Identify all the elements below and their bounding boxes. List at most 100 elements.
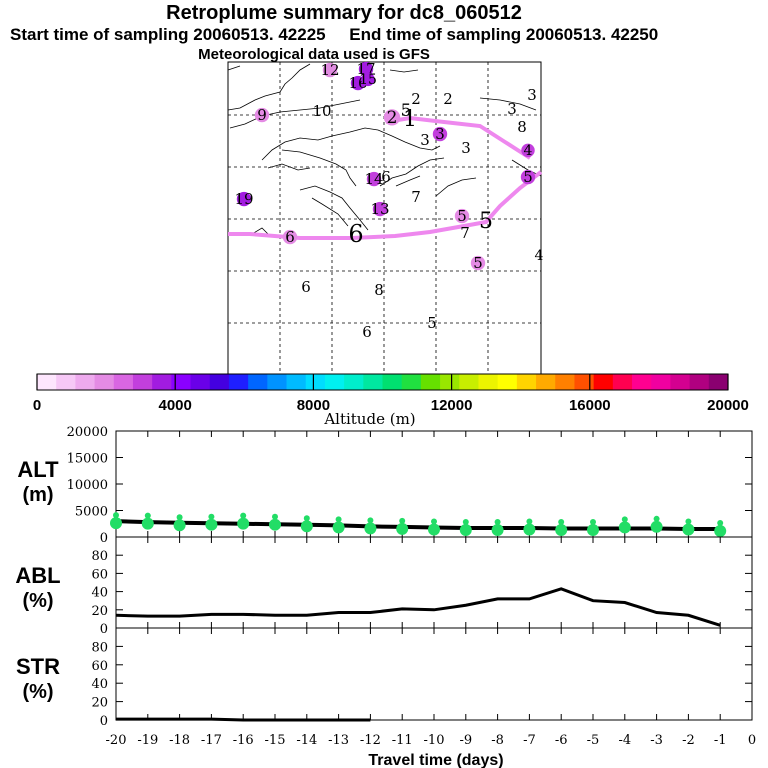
colorbar-cell — [190, 374, 211, 390]
altitude-point — [587, 523, 599, 536]
map-marker — [372, 201, 388, 217]
colorbar-cell — [324, 374, 345, 390]
map-label: 6 — [381, 168, 391, 186]
series-line-str — [116, 717, 371, 722]
map-label: 5 — [457, 207, 467, 225]
colorbar-cell — [305, 374, 326, 390]
y-tick-label: 60 — [91, 567, 108, 582]
panel-ylabel: ABL — [15, 563, 60, 588]
map-label: 15 — [359, 72, 377, 88]
colorbar-tick-label: 16000 — [569, 397, 611, 414]
x-tick-label: -14 — [296, 733, 317, 748]
x-tick-label: -8 — [491, 733, 504, 748]
colorbar-cell — [171, 374, 192, 390]
map-label: 5 — [401, 101, 412, 121]
map-marker — [361, 72, 375, 87]
map-label: 3 — [435, 125, 445, 143]
x-tick-label: -12 — [360, 733, 381, 748]
altitude-point — [110, 517, 122, 530]
altitude-point — [208, 513, 215, 520]
panel-ylabel-unit: (%) — [22, 681, 53, 703]
altitude-point — [685, 518, 692, 525]
y-tick-label: 15000 — [67, 452, 108, 467]
map-label: 10 — [312, 102, 331, 120]
map-label: 2 — [411, 90, 421, 108]
altitude-point — [555, 523, 568, 536]
colorbar-cell — [574, 374, 595, 390]
map-label: 2 — [387, 108, 398, 128]
altitude-point — [364, 522, 377, 535]
colorbar-cell — [267, 374, 288, 390]
altitude-point — [113, 512, 119, 519]
y-tick-label: 80 — [91, 549, 108, 564]
altitude-point — [269, 518, 281, 531]
x-tick-label: -10 — [424, 733, 445, 748]
altitude-point — [491, 523, 504, 536]
altitude-point — [272, 513, 278, 520]
colorbar-cell — [363, 374, 383, 390]
altitude-point — [173, 519, 186, 532]
colorbar-cell — [670, 374, 691, 390]
map-label: 19 — [234, 190, 253, 208]
altitude-point — [621, 516, 628, 523]
colorbar-cell — [286, 374, 307, 390]
altitude-point — [717, 520, 724, 527]
map-marker — [470, 255, 486, 271]
altitude-point — [367, 517, 374, 524]
panel-ylabel: STR — [16, 654, 60, 679]
map-label: 6 — [362, 323, 372, 341]
colorbar-cell — [651, 374, 671, 390]
x-tick-label: -7 — [523, 733, 536, 748]
colorbar-cell — [75, 374, 96, 390]
map-label: 7 — [460, 224, 470, 242]
altitude-point — [396, 522, 409, 535]
panel-alt: 0 5000 10000 15000 20000 ALT(m) — [17, 425, 753, 546]
altitude-point — [399, 517, 406, 524]
colorbar-cell — [459, 374, 479, 390]
altitude-point — [303, 515, 310, 522]
colorbar-cell — [344, 374, 364, 390]
map-label: 4 — [535, 248, 544, 264]
x-tick-label: -1 — [714, 733, 727, 748]
altitude-point — [332, 521, 345, 534]
map-label: 14 — [364, 170, 383, 188]
altitude-point — [558, 518, 565, 525]
x-tick-label: -15 — [265, 733, 286, 748]
map-label: 6 — [285, 228, 295, 246]
colorbar-cell — [632, 374, 652, 390]
map-marker — [254, 107, 270, 123]
y-tick-label: 5000 — [75, 505, 108, 520]
colorbar-cell — [56, 374, 76, 390]
colorbar-cell — [689, 374, 710, 390]
colorbar: 0 4000 8000 12000 16000 20000 Altitude (m) — [33, 373, 749, 428]
panel-ylabel: ALT — [17, 457, 59, 482]
colorbar-cell — [708, 374, 729, 390]
altitude-point — [523, 523, 536, 536]
x-tick-label: 0 — [748, 733, 756, 748]
y-tick-label: 20 — [91, 604, 108, 619]
colorbar-cell — [420, 374, 441, 390]
chart-title: Retroplume summary for dc8_060512 — [166, 2, 522, 24]
map-label: 8 — [374, 281, 384, 299]
map-frame — [227, 61, 542, 375]
map-marker — [358, 61, 374, 77]
colorbar-cell — [555, 374, 575, 390]
met-data-label: Meteorological data used is GFS — [198, 46, 430, 63]
colorbar-cell — [152, 374, 172, 390]
panel-ylabel-unit: (%) — [22, 590, 53, 612]
end-time-label: End time of sampling 20060513. 42250 — [349, 25, 659, 44]
x-tick-label: -17 — [201, 733, 222, 748]
x-tick-label: -19 — [137, 733, 158, 748]
altitude-point — [653, 515, 660, 522]
colorbar-cell — [248, 374, 268, 390]
altitude-point — [205, 518, 218, 531]
map-label: 6 — [348, 220, 363, 248]
colorbar-cell — [37, 374, 57, 390]
altitude-point — [590, 518, 596, 525]
colorbar-cell — [382, 374, 403, 390]
coastlines — [227, 63, 542, 237]
